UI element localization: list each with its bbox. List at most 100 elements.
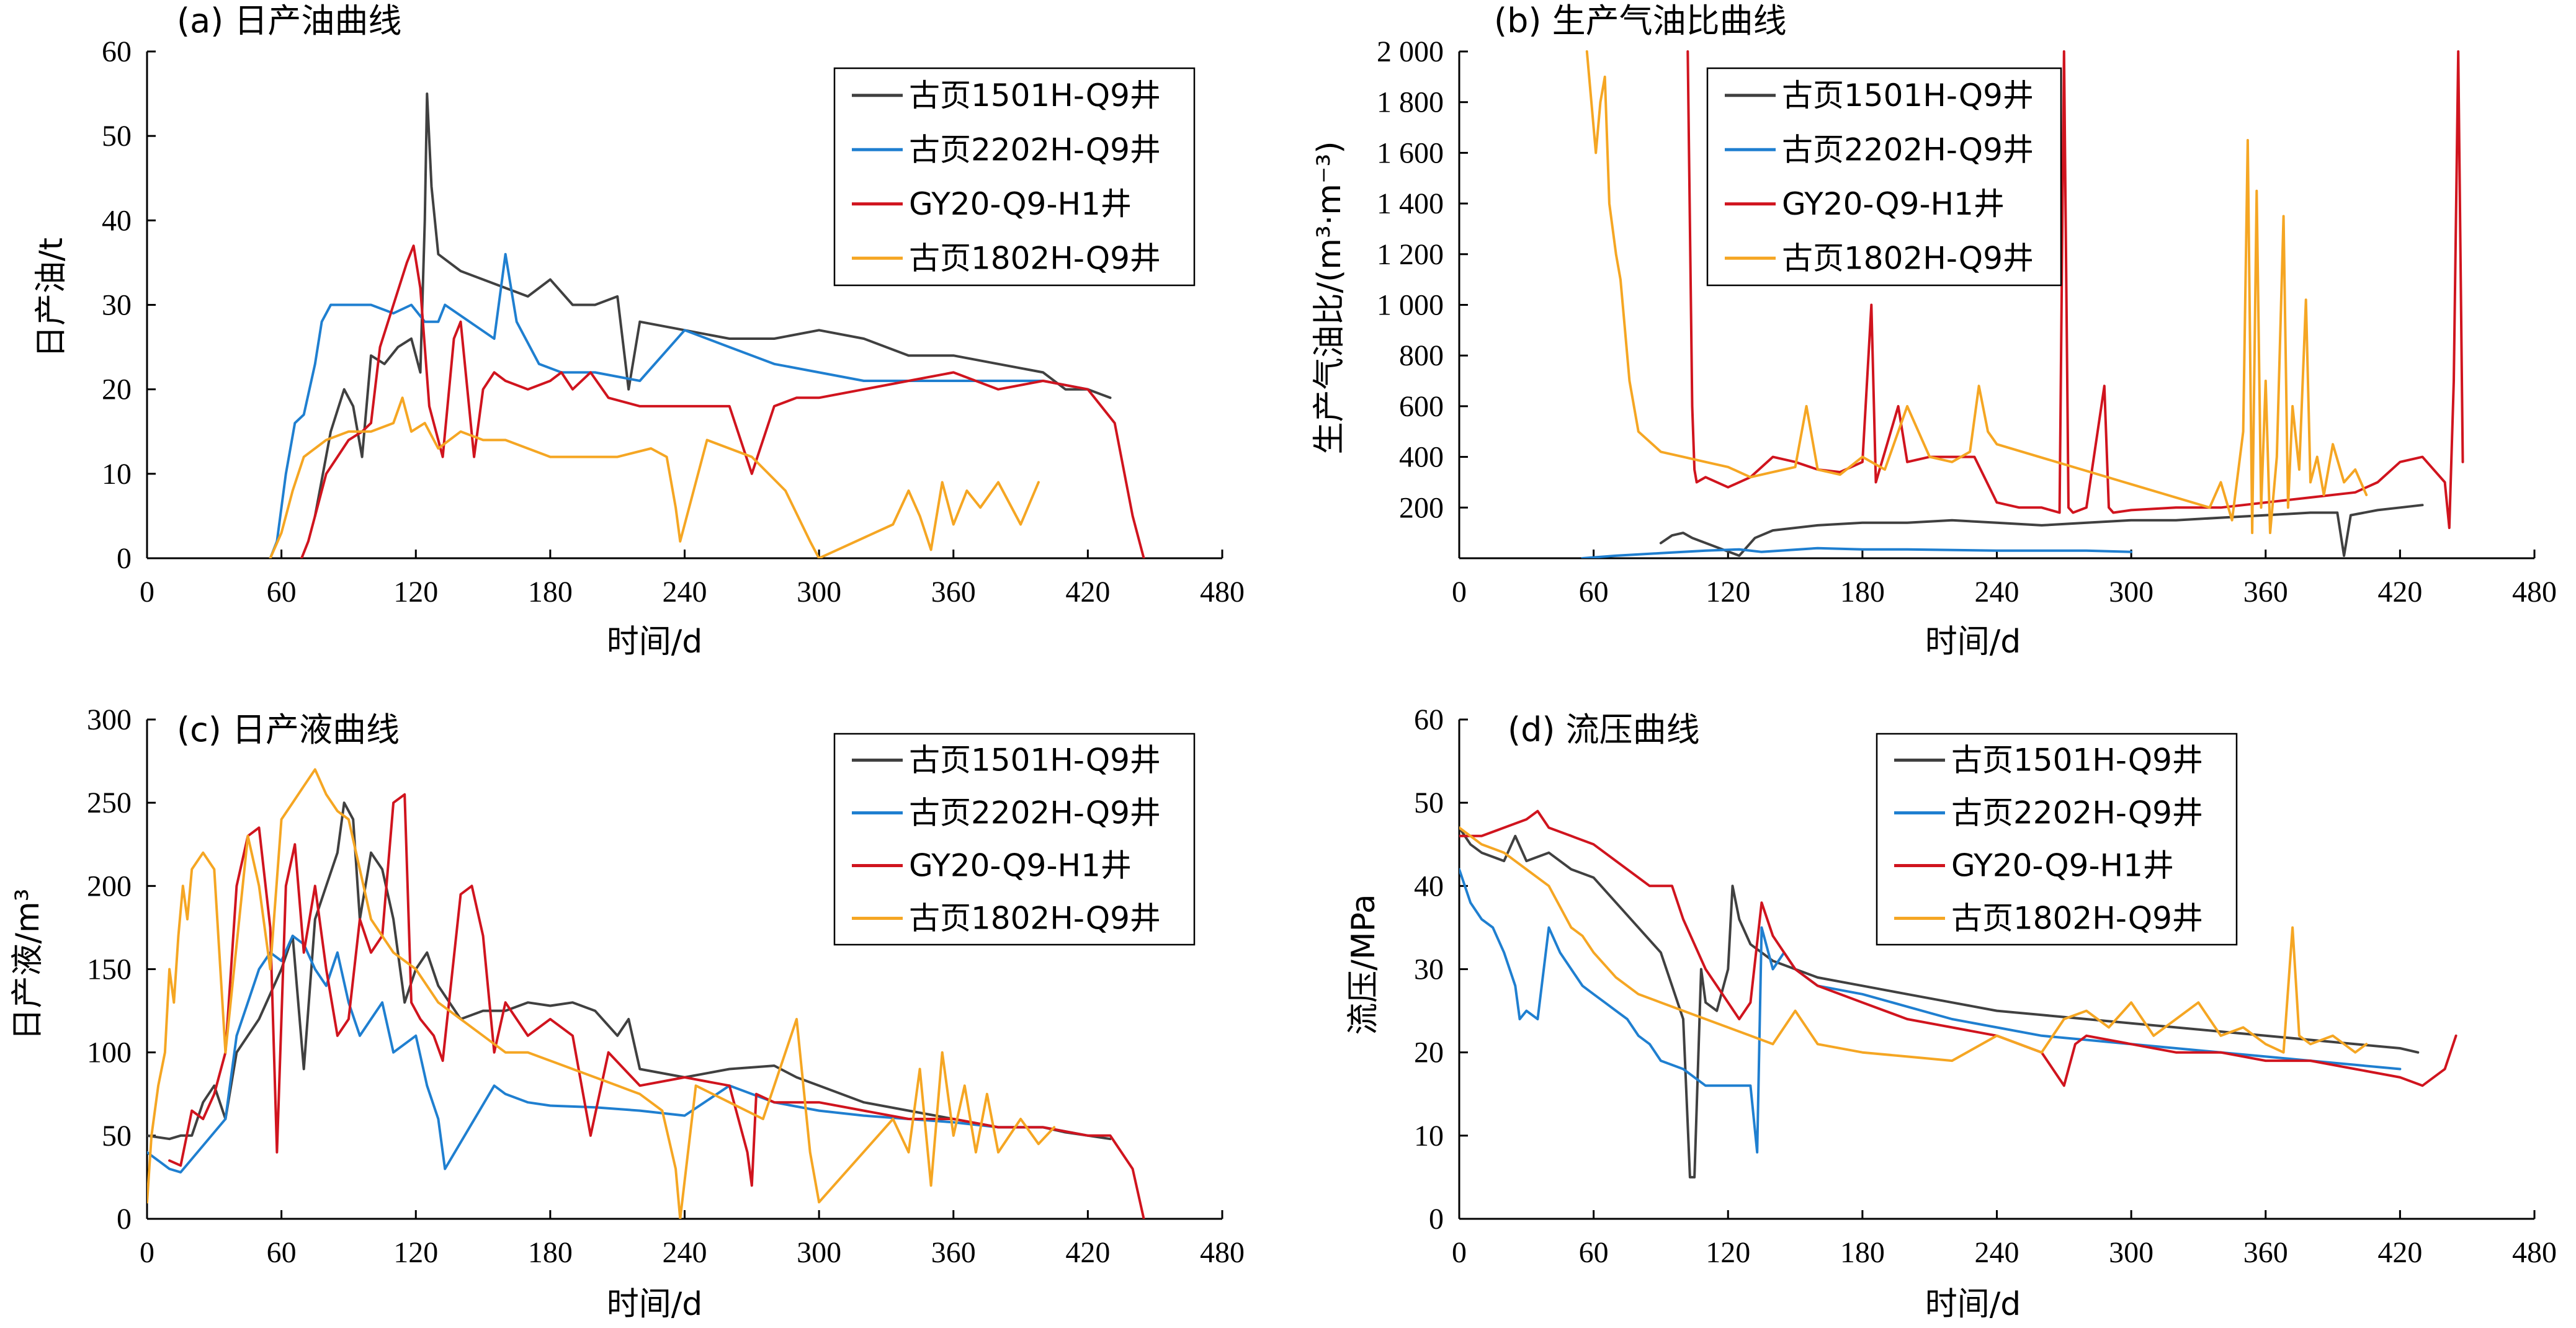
panel-c-legend-label-gy20: GY20-Q9-H1井 — [909, 848, 1132, 884]
panel-d: (d) 流压曲线 时间/d 流压/MPa 0 60 120 180 240 300 360 4… — [1345, 703, 2557, 1323]
panel-c-x-tick-label: 240 — [663, 1236, 707, 1269]
panel-a-legend-label-gy2202: 古页2202H-Q9井 — [909, 131, 1161, 167]
panel-c-y-tick-label: 300 — [87, 703, 132, 736]
panel-d-legend-label-gy1501: 古页1501H-Q9井 — [1951, 742, 2203, 778]
panel-c-plot-area — [147, 768, 1145, 1219]
panel-b-plot-area — [1581, 50, 2464, 558]
panel-c-y-tick-label: 250 — [87, 787, 132, 819]
panel-c-x-tick-label: 360 — [931, 1236, 976, 1269]
panel-b-y-tick-label: 600 — [1399, 390, 1444, 423]
panel-c: (c) 日产液曲线 时间/d 日产液/m³ 0 60 120 180 240 300 360… — [9, 703, 1245, 1323]
panel-a-x-tick-label: 480 — [1200, 576, 1245, 608]
panel-b-x-tick-label: 480 — [2512, 576, 2557, 608]
panel-c-x-tick-label: 480 — [1200, 1236, 1245, 1269]
panel-d-x-tick-label: 120 — [1706, 1236, 1750, 1269]
panel-c-y-tick-label: 0 — [117, 1203, 132, 1236]
panel-c-xlabel: 时间/d — [607, 1286, 703, 1323]
panel-c-series-gy2202-line — [147, 934, 1089, 1174]
panel-a-series-gy1802-line — [269, 396, 1040, 558]
panel-d-y-tick-label: 0 — [1429, 1203, 1444, 1236]
panel-d-x-tick-label: 240 — [1975, 1236, 2019, 1269]
panel-d-x-tick-label: 420 — [2377, 1236, 2422, 1269]
panel-b-legend-label-gy20: GY20-Q9-H1井 — [1782, 186, 2005, 222]
panel-b-x-tick-label: 240 — [1975, 576, 2019, 608]
panel-b-legend-label-gy1802: 古页1802H-Q9井 — [1782, 240, 2034, 276]
panel-c-series-gy1802-line — [147, 768, 1056, 1219]
panel-b-x-tick-label: 180 — [1840, 576, 1885, 608]
panel-d-plot-area — [1459, 809, 2457, 1179]
panel-c-y-tick-label: 100 — [87, 1036, 132, 1069]
panel-b-y-tick-label: 400 — [1399, 441, 1444, 474]
panel-c-axes: 0 60 120 180 240 300 360 420 480 0 50 100 150 200 250 3… — [87, 703, 1245, 1269]
panel-d-y-tick-label: 50 — [1414, 787, 1444, 819]
panel-c-title: (c) 日产液曲线 — [177, 710, 400, 749]
panel-d-title: (d) 流压曲线 — [1508, 710, 1700, 749]
panel-c-x-tick-label: 420 — [1065, 1236, 1110, 1269]
panel-a-legend-label-gy1501: 古页1501H-Q9井 — [909, 78, 1161, 114]
panel-b-y-tick-label: 800 — [1399, 339, 1444, 372]
panel-b-title: (b) 生产气油比曲线 — [1494, 1, 1787, 40]
panel-a-x-tick-label: 180 — [528, 576, 573, 608]
panel-a-x-tick-label: 60 — [267, 576, 297, 608]
panel-b-xlabel: 时间/d — [1925, 623, 2021, 661]
panel-c-legend-box — [833, 733, 1196, 946]
panel-a-x-tick-label: 240 — [663, 576, 707, 608]
panel-a-x-tick-label: 0 — [140, 576, 154, 608]
panel-a-series-gy1501-line — [313, 92, 1112, 517]
panel-d-legend-box — [1876, 733, 2238, 946]
panel-c-series-gy20-line — [168, 793, 1145, 1219]
panel-d-legend-label-gy2202: 古页2202H-Q9井 — [1951, 795, 2203, 831]
panel-b-x-tick-label: 120 — [1706, 576, 1750, 608]
panel-b-legend-label-gy2202: 古页2202H-Q9井 — [1782, 131, 2034, 167]
panel-c-y-tick-label: 200 — [87, 870, 132, 902]
panel-d-ylabel: 流压/MPa — [1345, 894, 1382, 1035]
panel-a-series-gy2202-line — [269, 252, 1089, 558]
panel-a-y-tick-label: 50 — [102, 120, 132, 153]
panel-b-x-tick-label: 300 — [2109, 576, 2153, 608]
panel-a-y-tick-label: 0 — [117, 542, 132, 575]
panel-c-x-tick-label: 0 — [140, 1236, 154, 1269]
panel-d-x-tick-label: 300 — [2109, 1236, 2153, 1269]
panel-c-series-gy1501-line — [147, 801, 1112, 1141]
panel-a-y-tick-label: 40 — [102, 204, 132, 237]
panel-a-axes: 0 60 120 180 240 300 360 420 480 0 10 20 30 40 50 60 — [102, 35, 1245, 608]
panel-a-ylabel: 日产油/t — [33, 238, 70, 358]
panel-a: (a) 日产油曲线 时间/d 日产油/t 0 60 120 180 240 300 360 4… — [33, 1, 1245, 661]
panel-a-legend-label-gy20: GY20-Q9-H1井 — [909, 186, 1132, 222]
panel-b-y-tick-label: 1 600 — [1377, 136, 1444, 169]
panel-a-x-tick-label: 360 — [931, 576, 976, 608]
panel-b-axes: 0 60 120 180 240 300 360 420 480 200 400 600 800 1 00… — [1377, 35, 2557, 608]
panel-d-x-tick-label: 480 — [2512, 1236, 2557, 1269]
panel-a-x-tick-label: 420 — [1065, 576, 1110, 608]
panel-b-y-tick-label: 1 000 — [1377, 289, 1444, 322]
panel-d-series-gy1501-line — [1459, 826, 2420, 1179]
panel-d-series-gy2202-line — [1459, 868, 2402, 1154]
panel-c-x-tick-label: 180 — [528, 1236, 573, 1269]
panel-c-x-tick-label: 120 — [393, 1236, 438, 1269]
panel-b-y-tick-label: 1 800 — [1377, 86, 1444, 119]
panel-d-series-gy20-line — [1459, 809, 2457, 1087]
panel-c-ylabel: 日产液/m³ — [9, 888, 47, 1040]
panel-d-series-gy1802-line — [1459, 826, 2368, 1063]
panel-b-y-tick-label: 1 400 — [1377, 187, 1444, 220]
panel-d-x-tick-label: 0 — [1452, 1236, 1467, 1269]
panel-c-y-tick-label: 50 — [102, 1120, 132, 1152]
panel-b-ylabel: 生产气油比/(m³·m⁻³) — [1311, 141, 1348, 454]
panel-b-series-gy1802-line — [1585, 50, 2368, 535]
panel-b-x-tick-label: 60 — [1579, 576, 1609, 608]
panel-a-y-tick-label: 20 — [102, 373, 132, 406]
panel-a-title: (a) 日产油曲线 — [177, 1, 401, 40]
panel-a-series-gy20-line — [300, 244, 1145, 558]
panel-b-x-tick-label: 420 — [2377, 576, 2422, 608]
panel-b-series-gy1501-line — [1659, 504, 2424, 557]
panel-b-series-gy20-line — [1686, 50, 2464, 529]
panel-a-y-tick-label: 60 — [102, 35, 132, 68]
panel-d-y-tick-label: 30 — [1414, 953, 1444, 986]
panel-b-legend-label-gy1501: 古页1501H-Q9井 — [1782, 78, 2034, 114]
panel-a-x-tick-label: 300 — [797, 576, 841, 608]
